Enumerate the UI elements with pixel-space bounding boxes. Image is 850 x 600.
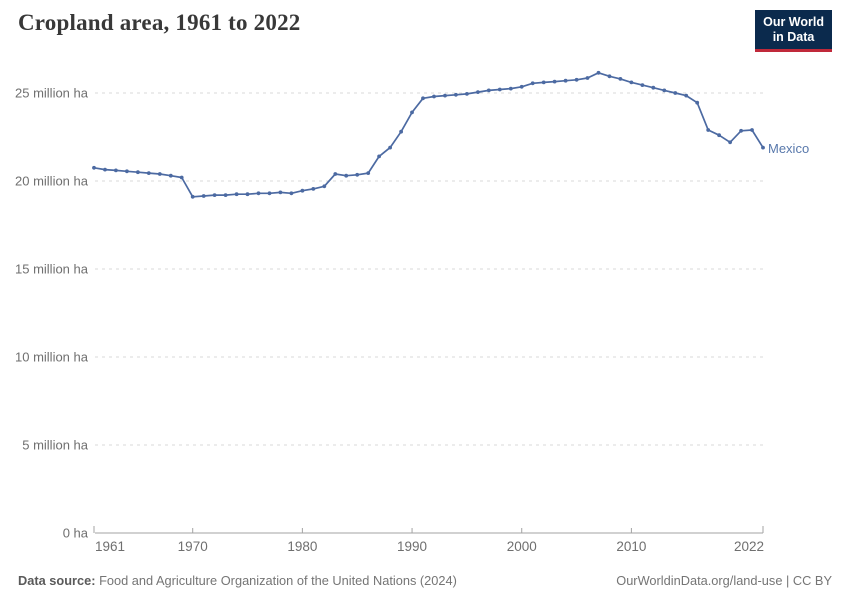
data-source-label: Data source: <box>18 573 96 588</box>
data-point[interactable] <box>640 83 645 87</box>
data-point[interactable] <box>366 171 371 176</box>
y-axis-label: 15 million ha <box>15 262 89 277</box>
data-point[interactable] <box>201 194 206 198</box>
owid-logo[interactable]: Our World in Data <box>755 10 832 52</box>
data-point[interactable] <box>333 172 338 176</box>
x-axis-label: 2000 <box>507 539 537 554</box>
data-point[interactable] <box>454 92 458 97</box>
y-axis-label: 10 million ha <box>15 350 89 365</box>
data-point[interactable] <box>399 129 403 134</box>
owid-url-link[interactable]: OurWorldinData.org/land-use <box>616 573 783 588</box>
data-point[interactable] <box>519 84 524 89</box>
data-point[interactable] <box>574 77 579 82</box>
data-point[interactable] <box>530 81 535 86</box>
data-point[interactable] <box>223 193 228 198</box>
data-point[interactable] <box>300 188 305 193</box>
data-point[interactable] <box>432 94 436 99</box>
owid-logo-line1: Our World <box>763 15 824 29</box>
data-point[interactable] <box>157 172 162 176</box>
data-point[interactable] <box>92 165 96 170</box>
data-point[interactable] <box>695 100 700 105</box>
data-point[interactable] <box>377 154 381 159</box>
credit-separator: | <box>782 573 793 588</box>
data-point[interactable] <box>706 128 711 132</box>
footer-credit: OurWorldinData.org/land-use | CC BY <box>616 573 832 588</box>
data-point[interactable] <box>245 192 250 197</box>
data-point[interactable] <box>256 191 261 196</box>
data-point[interactable] <box>212 193 217 198</box>
data-point[interactable] <box>750 128 754 132</box>
data-point[interactable] <box>190 194 195 199</box>
data-point[interactable] <box>596 70 601 75</box>
data-point[interactable] <box>168 173 173 178</box>
data-point[interactable] <box>146 171 151 176</box>
data-source-text: Food and Agriculture Organization of the… <box>95 573 457 588</box>
data-point[interactable] <box>629 80 634 85</box>
data-point[interactable] <box>278 190 283 195</box>
data-point[interactable] <box>267 191 272 196</box>
data-point[interactable] <box>541 80 546 85</box>
data-line-mexico[interactable] <box>93 71 764 198</box>
data-point[interactable] <box>607 74 612 79</box>
data-point[interactable] <box>486 88 491 93</box>
data-point[interactable] <box>322 184 327 189</box>
data-point[interactable] <box>136 170 140 175</box>
series-label-mexico[interactable]: Mexico <box>768 141 810 156</box>
data-point[interactable] <box>728 140 732 145</box>
chart-footer: Data source: Food and Agriculture Organi… <box>18 573 832 588</box>
data-point[interactable] <box>443 93 447 98</box>
y-axis-label: 0 ha <box>63 526 89 541</box>
data-point[interactable] <box>563 78 568 83</box>
data-point[interactable] <box>497 87 502 92</box>
x-axis-label: 1961 <box>95 539 125 554</box>
data-point[interactable] <box>662 88 667 93</box>
data-point[interactable] <box>673 91 678 95</box>
data-point[interactable] <box>421 96 425 101</box>
data-point[interactable] <box>618 77 623 81</box>
data-point[interactable] <box>179 175 184 180</box>
y-axis-label: 25 million ha <box>15 86 89 101</box>
x-axis-label: 1980 <box>287 539 317 554</box>
owid-logo-line2: in Data <box>772 29 815 44</box>
data-point[interactable] <box>289 191 294 196</box>
license-label: CC BY <box>792 573 832 588</box>
data-point[interactable] <box>114 168 118 173</box>
data-point[interactable] <box>761 145 765 150</box>
data-point[interactable] <box>717 133 721 138</box>
data-point[interactable] <box>355 172 360 177</box>
y-axis-label: 20 million ha <box>15 174 89 189</box>
data-source-line: Data source: Food and Agriculture Organi… <box>18 573 457 588</box>
x-axis-label: 2022 <box>734 539 764 554</box>
data-point[interactable] <box>410 110 414 115</box>
x-axis-label: 1970 <box>178 539 208 554</box>
chart-title: Cropland area, 1961 to 2022 <box>18 10 301 35</box>
data-point[interactable] <box>552 79 557 84</box>
data-point[interactable] <box>388 145 392 150</box>
data-point[interactable] <box>465 92 469 96</box>
data-point[interactable] <box>651 85 656 90</box>
data-point[interactable] <box>585 76 590 80</box>
x-axis-label: 1990 <box>397 539 427 554</box>
x-axis-label: 2010 <box>616 539 646 554</box>
data-point[interactable] <box>344 173 349 178</box>
data-point[interactable] <box>508 86 513 91</box>
data-point[interactable] <box>476 90 480 94</box>
data-point[interactable] <box>125 169 129 174</box>
y-axis-label: 5 million ha <box>22 438 89 453</box>
data-point[interactable] <box>684 93 689 98</box>
data-point[interactable] <box>739 128 743 133</box>
data-point[interactable] <box>103 167 107 172</box>
data-point[interactable] <box>311 187 316 191</box>
data-point[interactable] <box>234 192 239 197</box>
